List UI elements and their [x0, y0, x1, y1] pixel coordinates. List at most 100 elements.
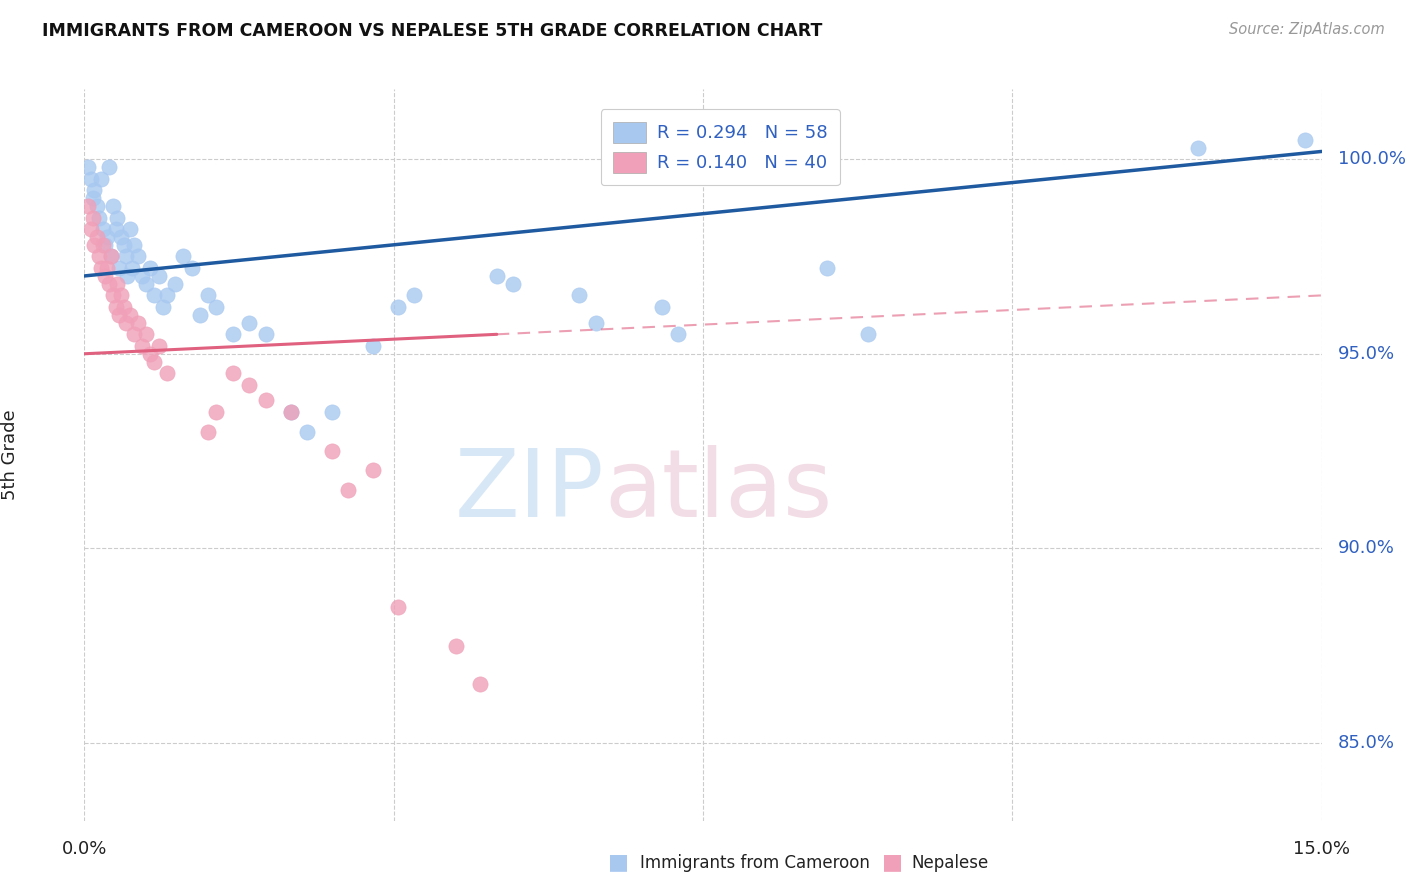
Point	[815, 261, 838, 276]
Point	[470, 677, 492, 691]
Point	[139, 261, 162, 276]
Point	[143, 354, 166, 368]
Point	[205, 405, 228, 419]
Point	[254, 327, 277, 342]
Point	[77, 160, 100, 174]
Text: ■: ■	[609, 853, 628, 872]
Point	[100, 250, 122, 264]
Point	[165, 277, 187, 291]
Point	[89, 250, 111, 264]
Point	[205, 300, 228, 314]
Point	[1187, 140, 1209, 154]
Legend: R = 0.294   N = 58, R = 0.140   N = 40: R = 0.294 N = 58, R = 0.140 N = 40	[600, 109, 839, 186]
Point	[117, 268, 139, 283]
Point	[122, 327, 145, 342]
Point	[404, 288, 426, 302]
Point	[321, 405, 343, 419]
Point	[321, 444, 343, 458]
Point	[91, 222, 114, 236]
Point	[135, 327, 157, 342]
Point	[118, 308, 141, 322]
Point	[122, 237, 145, 252]
Point	[666, 327, 689, 342]
Point	[280, 405, 302, 419]
Point	[295, 425, 318, 439]
Point	[89, 211, 111, 225]
Point	[83, 237, 105, 252]
Point	[82, 211, 104, 225]
Point	[180, 261, 202, 276]
Point	[103, 199, 125, 213]
Point	[741, 153, 763, 167]
Point	[127, 250, 149, 264]
Point	[86, 230, 108, 244]
Point	[82, 191, 104, 205]
Text: ZIP: ZIP	[454, 445, 605, 538]
Point	[90, 171, 112, 186]
Point	[337, 483, 360, 497]
Text: 85.0%: 85.0%	[1339, 734, 1395, 752]
Point	[856, 327, 879, 342]
Point	[135, 277, 157, 291]
Point	[105, 277, 128, 291]
Text: 100.0%: 100.0%	[1339, 150, 1406, 169]
Text: Nepalese: Nepalese	[911, 855, 988, 872]
Point	[222, 327, 245, 342]
Text: 90.0%: 90.0%	[1339, 540, 1395, 558]
Point	[108, 261, 131, 276]
Point	[188, 308, 211, 322]
Point	[98, 160, 121, 174]
Text: IMMIGRANTS FROM CAMEROON VS NEPALESE 5TH GRADE CORRELATION CHART: IMMIGRANTS FROM CAMEROON VS NEPALESE 5TH…	[42, 22, 823, 40]
Point	[387, 300, 409, 314]
Point	[127, 316, 149, 330]
Point	[197, 288, 219, 302]
Text: Source: ZipAtlas.com: Source: ZipAtlas.com	[1229, 22, 1385, 37]
Point	[148, 268, 170, 283]
Text: ■: ■	[883, 853, 903, 872]
Point	[96, 261, 118, 276]
Point	[361, 339, 384, 353]
Point	[172, 250, 194, 264]
Point	[94, 237, 117, 252]
Point	[651, 300, 673, 314]
Point	[387, 599, 409, 614]
Point	[1294, 133, 1316, 147]
Point	[502, 277, 524, 291]
Point	[98, 277, 121, 291]
Point	[143, 288, 166, 302]
Point	[83, 183, 105, 197]
Text: 15.0%: 15.0%	[1294, 840, 1350, 858]
Point	[148, 339, 170, 353]
Point	[238, 377, 260, 392]
Point	[104, 300, 127, 314]
Point	[80, 222, 103, 236]
Point	[733, 145, 755, 159]
Point	[96, 230, 118, 244]
Text: Immigrants from Cameroon: Immigrants from Cameroon	[640, 855, 869, 872]
Point	[114, 250, 136, 264]
Point	[121, 261, 143, 276]
Point	[197, 425, 219, 439]
Point	[86, 199, 108, 213]
Point	[222, 366, 245, 380]
Text: 5th Grade: 5th Grade	[1, 409, 20, 500]
Point	[90, 261, 112, 276]
Point	[118, 222, 141, 236]
Point	[238, 316, 260, 330]
Point	[156, 366, 179, 380]
Point	[80, 171, 103, 186]
Point	[361, 463, 384, 477]
Point	[77, 199, 100, 213]
Point	[103, 288, 125, 302]
Point	[444, 639, 467, 653]
Point	[139, 347, 162, 361]
Point	[112, 237, 135, 252]
Point	[100, 250, 122, 264]
Point	[156, 288, 179, 302]
Point	[110, 230, 132, 244]
Point	[152, 300, 174, 314]
Point	[112, 300, 135, 314]
Point	[114, 316, 136, 330]
Text: 0.0%: 0.0%	[62, 840, 107, 858]
Point	[568, 288, 591, 302]
